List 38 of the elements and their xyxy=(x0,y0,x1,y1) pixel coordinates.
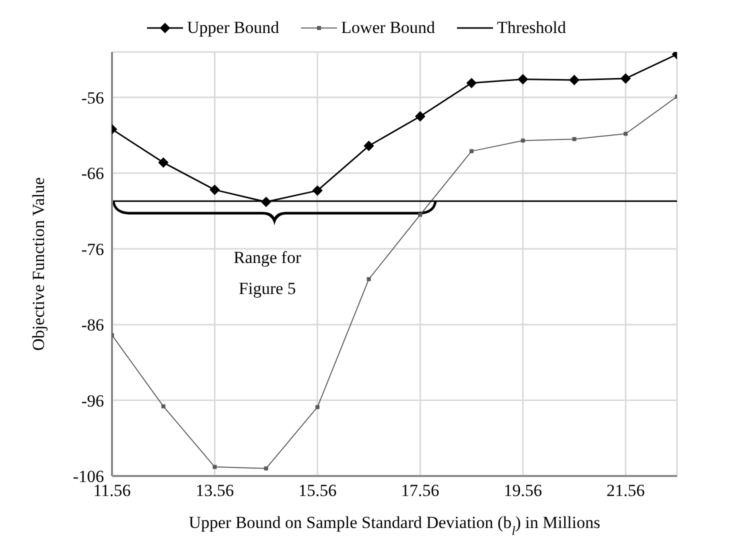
point xyxy=(569,75,580,86)
point xyxy=(418,212,422,217)
point xyxy=(470,149,474,154)
y-tick-label: -66 xyxy=(81,164,104,184)
point xyxy=(366,277,371,282)
point xyxy=(518,74,528,84)
point xyxy=(620,74,631,84)
point xyxy=(520,138,525,143)
x-tick-label: 21.56 xyxy=(606,481,645,500)
y-tick-label: -96 xyxy=(81,391,104,410)
point xyxy=(415,111,426,122)
x-axis-title: Upper Bound on Sample Standard Deviation (b$_{l}$) in Millions xyxy=(188,513,600,538)
point xyxy=(158,158,168,168)
point xyxy=(572,137,576,142)
x-tick-label: 19.56 xyxy=(504,481,542,500)
x-tick-label: 15.56 xyxy=(298,481,337,500)
x-tick-label: 11.56 xyxy=(93,481,131,500)
y-tick-label: -76 xyxy=(81,240,104,259)
point xyxy=(312,186,322,196)
point xyxy=(315,405,320,410)
y-tick-label: -86 xyxy=(81,316,104,335)
y-axis-title: Objective Function Value xyxy=(29,177,48,351)
x-tick-label: 17.56 xyxy=(401,481,440,500)
line-series xyxy=(112,94,677,470)
point xyxy=(364,140,374,151)
point xyxy=(261,196,272,207)
point xyxy=(212,464,217,469)
point xyxy=(624,132,628,136)
x-tick-label: 13.56 xyxy=(196,481,234,500)
legend-label: Lower Bound xyxy=(341,18,436,38)
point xyxy=(210,184,220,195)
legend-label: Threshold xyxy=(497,18,566,38)
annotation: Range for Figure 5 xyxy=(234,248,302,298)
legend-label: Upper Bound xyxy=(187,18,280,38)
y-tick-label: -56 xyxy=(81,88,104,108)
point xyxy=(264,466,268,470)
point xyxy=(161,404,166,408)
point xyxy=(466,78,477,88)
